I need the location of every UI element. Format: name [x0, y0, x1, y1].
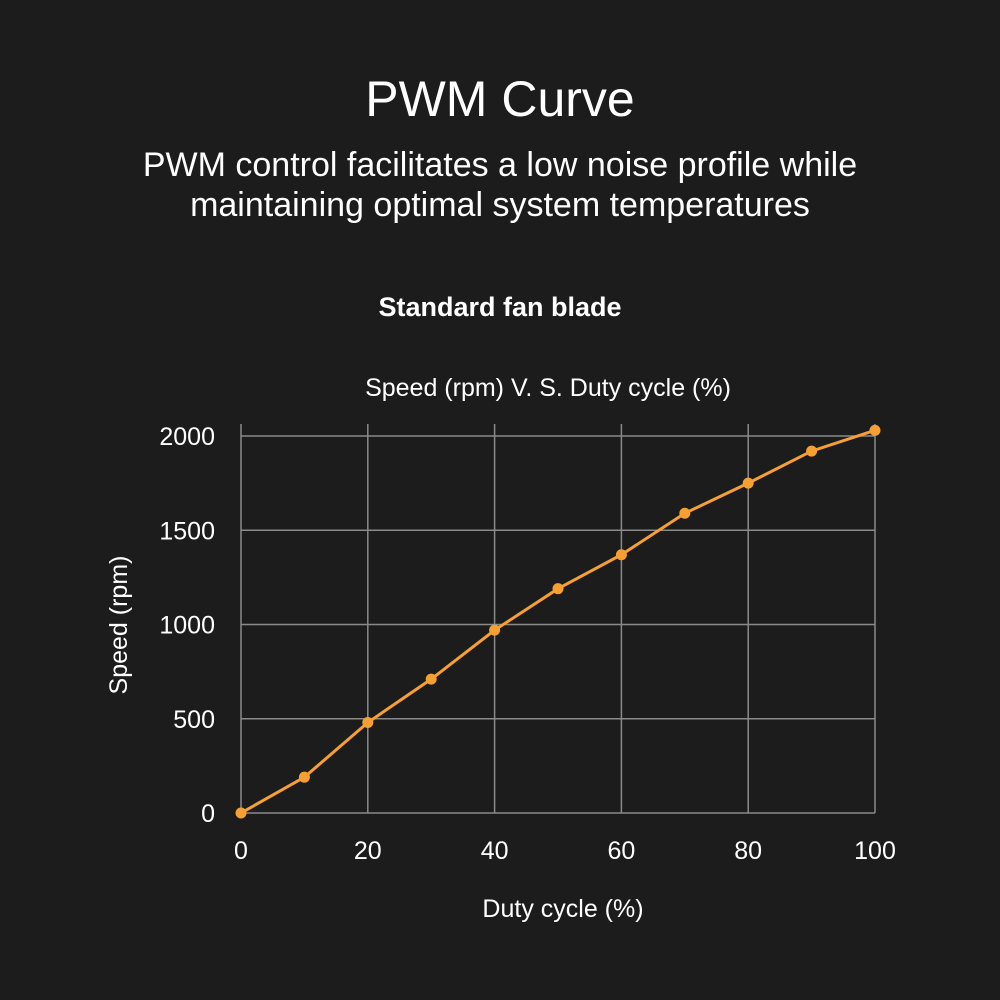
x-tick-label: 0: [234, 837, 248, 865]
chart-title: Speed (rpm) V. S. Duty cycle (%): [365, 374, 731, 402]
y-tick-label: 1000: [159, 612, 215, 640]
data-point: [362, 717, 374, 729]
data-point: [742, 477, 754, 489]
page-title: PWM Curve: [365, 71, 635, 127]
data-point: [235, 807, 247, 819]
grid: [240, 424, 876, 814]
x-tick-label: 20: [354, 837, 382, 865]
y-tick-label: 0: [201, 800, 215, 828]
y-tick-label: 2000: [159, 423, 215, 451]
data-point: [869, 424, 881, 436]
data-point: [679, 507, 691, 519]
x-tick-label: 100: [854, 837, 896, 865]
data-point: [425, 673, 437, 685]
y-axis-label: Speed (rpm): [105, 556, 133, 695]
x-tick-label: 40: [481, 837, 509, 865]
subtitle-line-1: PWM control facilitates a low noise prof…: [142, 146, 858, 184]
plot-area: [235, 424, 881, 819]
data-point: [806, 445, 818, 457]
data-point: [298, 771, 310, 783]
page-subtitle: PWM control facilitates a low noise prof…: [0, 145, 1000, 225]
x-tick-label: 80: [734, 837, 762, 865]
x-tick-label: 60: [607, 837, 635, 865]
y-tick-label: 500: [173, 706, 215, 734]
data-point: [615, 549, 627, 561]
data-point: [552, 583, 564, 595]
series-line: [240, 428, 876, 815]
subtitle-line-2: maintaining optimal system temperatures: [190, 186, 810, 224]
chart-heading: Standard fan blade: [378, 292, 622, 322]
y-tick-label: 1500: [159, 517, 215, 545]
data-point: [489, 624, 501, 636]
x-axis-label: Duty cycle (%): [482, 895, 643, 923]
